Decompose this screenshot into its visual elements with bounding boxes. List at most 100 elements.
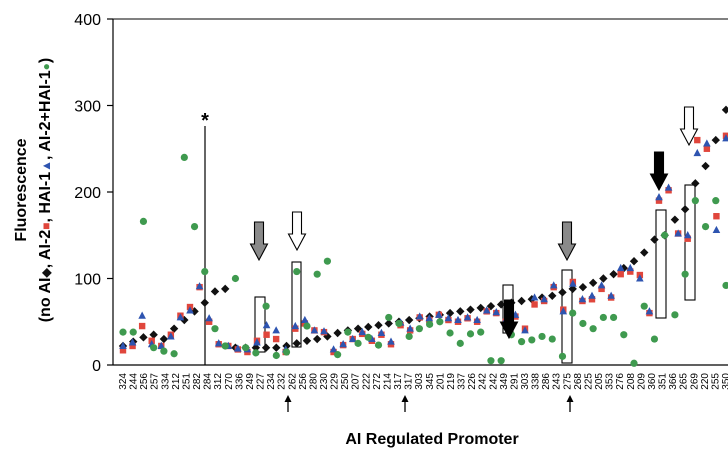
x-category-label: 366 (668, 373, 679, 390)
point-triangle (301, 315, 309, 324)
point-square (694, 136, 701, 144)
point-circle (385, 313, 393, 322)
point-triangle (195, 282, 204, 290)
x-category-label: 234 (266, 373, 277, 390)
point-diamond (139, 333, 148, 342)
point-circle (354, 339, 362, 347)
point-circle (466, 330, 475, 338)
legend-marker-hai1: ▲ (39, 160, 53, 172)
x-category-label: 208 (626, 373, 637, 390)
point-triangle (138, 311, 146, 319)
legend-marker-ai2: ■ (39, 223, 53, 230)
point-circle (436, 318, 444, 326)
legend-marker-ai2-hai1: ● (39, 63, 53, 70)
x-category-label: 276 (615, 373, 626, 390)
point-triangle (253, 338, 261, 346)
point-circle (528, 336, 536, 344)
point-circle (323, 257, 332, 265)
annotations: * (201, 110, 696, 365)
point-circle (344, 328, 352, 336)
point-circle (620, 331, 628, 339)
point-square (655, 197, 663, 204)
point-square (703, 145, 711, 152)
point-circle (231, 274, 240, 283)
x-category-label: 282 (192, 373, 203, 390)
point-triangle (578, 295, 587, 303)
point-circle (364, 333, 372, 341)
point-diamond (251, 343, 261, 352)
point-triangle (454, 315, 462, 324)
y-axis-ticks: 0 100 200 300 400 (74, 12, 113, 375)
x-category-label: 338 (531, 373, 542, 390)
point-diamond (537, 293, 547, 302)
point-diamond (650, 235, 659, 244)
point-diamond (364, 322, 373, 332)
point-triangle (358, 327, 367, 336)
point-diamond (721, 105, 728, 115)
x-category-label: 243 (552, 373, 563, 390)
point-diamond (200, 298, 209, 307)
x-category-label: 222 (361, 373, 372, 390)
point-diamond (548, 291, 557, 300)
point-triangle (674, 229, 682, 237)
x-category-label: 303 (414, 373, 425, 390)
legend-marker-no-ai: ◆ (39, 268, 53, 279)
point-circle (538, 332, 546, 341)
point-square (119, 347, 127, 354)
x-category-label: 268 (573, 373, 584, 390)
white-arrow (287, 211, 307, 252)
point-triangle (214, 339, 223, 347)
x-category-label: 291 (509, 373, 520, 390)
y-label-part-open: (no AI (37, 278, 54, 323)
point-triangle (425, 314, 434, 322)
x-category-label: 255 (710, 373, 721, 390)
data-points (118, 105, 728, 367)
point-diamond (466, 305, 475, 314)
point-circle (426, 320, 434, 328)
point-diamond (680, 205, 690, 214)
x-category-label: 219 (446, 373, 457, 390)
point-triangle (664, 183, 673, 191)
point-triangle (377, 328, 386, 336)
x-category-label: 256 (139, 373, 150, 390)
point-circle (630, 359, 638, 367)
x-category-label: 336 (234, 373, 245, 390)
x-category-label: 324 (118, 373, 129, 390)
point-circle (282, 348, 291, 356)
point-triangle (492, 308, 501, 316)
point-circle (640, 302, 648, 310)
point-circle (415, 325, 423, 333)
point-circle (609, 313, 618, 322)
point-diamond (302, 336, 312, 345)
point-circle (262, 302, 270, 310)
point-diamond (445, 308, 455, 318)
point-circle (517, 338, 526, 346)
point-triangle (329, 345, 338, 353)
point-diamond (333, 328, 342, 338)
point-square (684, 235, 691, 242)
y-axis-title: Fluorescence (no AI◆, AI-2■, HAI-1▲, AI-… (13, 58, 54, 323)
point-diamond (404, 315, 414, 325)
point-square (129, 342, 136, 350)
x-category-label: 256 (298, 373, 309, 390)
y-tick-label: 300 (74, 99, 101, 116)
x-category-label: 244 (129, 373, 140, 390)
y-axis-title-line1: Fluorescence (13, 138, 30, 241)
x-category-label: 337 (457, 373, 468, 390)
x-category-label: 262 (287, 373, 298, 390)
point-diamond (568, 284, 577, 294)
point-circle (150, 344, 158, 352)
point-diamond (588, 278, 598, 288)
point-circle (139, 217, 148, 226)
point-circle (497, 357, 505, 365)
x-category-label: 334 (160, 373, 171, 390)
point-circle (722, 281, 728, 290)
point-circle (303, 322, 311, 330)
point-triangle (262, 321, 271, 329)
point-circle (374, 341, 383, 349)
point-circle (201, 267, 209, 276)
point-diamond (374, 321, 383, 330)
x-category-label: 227 (256, 373, 267, 390)
point-triangle (157, 341, 166, 349)
